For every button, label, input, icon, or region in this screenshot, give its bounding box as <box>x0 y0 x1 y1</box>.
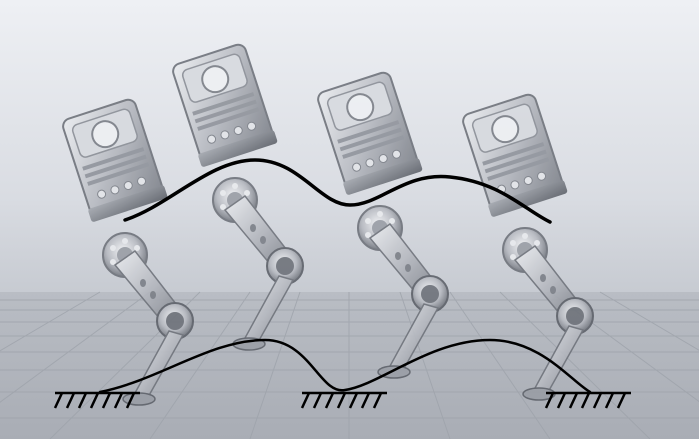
ground-symbol-right <box>544 391 631 409</box>
foot-trajectory-curve <box>98 338 592 394</box>
ground-symbol-left <box>53 391 140 409</box>
body-trajectory-curve <box>123 158 552 224</box>
grid-floor <box>0 291 699 439</box>
ground-symbol-middle <box>300 391 387 409</box>
